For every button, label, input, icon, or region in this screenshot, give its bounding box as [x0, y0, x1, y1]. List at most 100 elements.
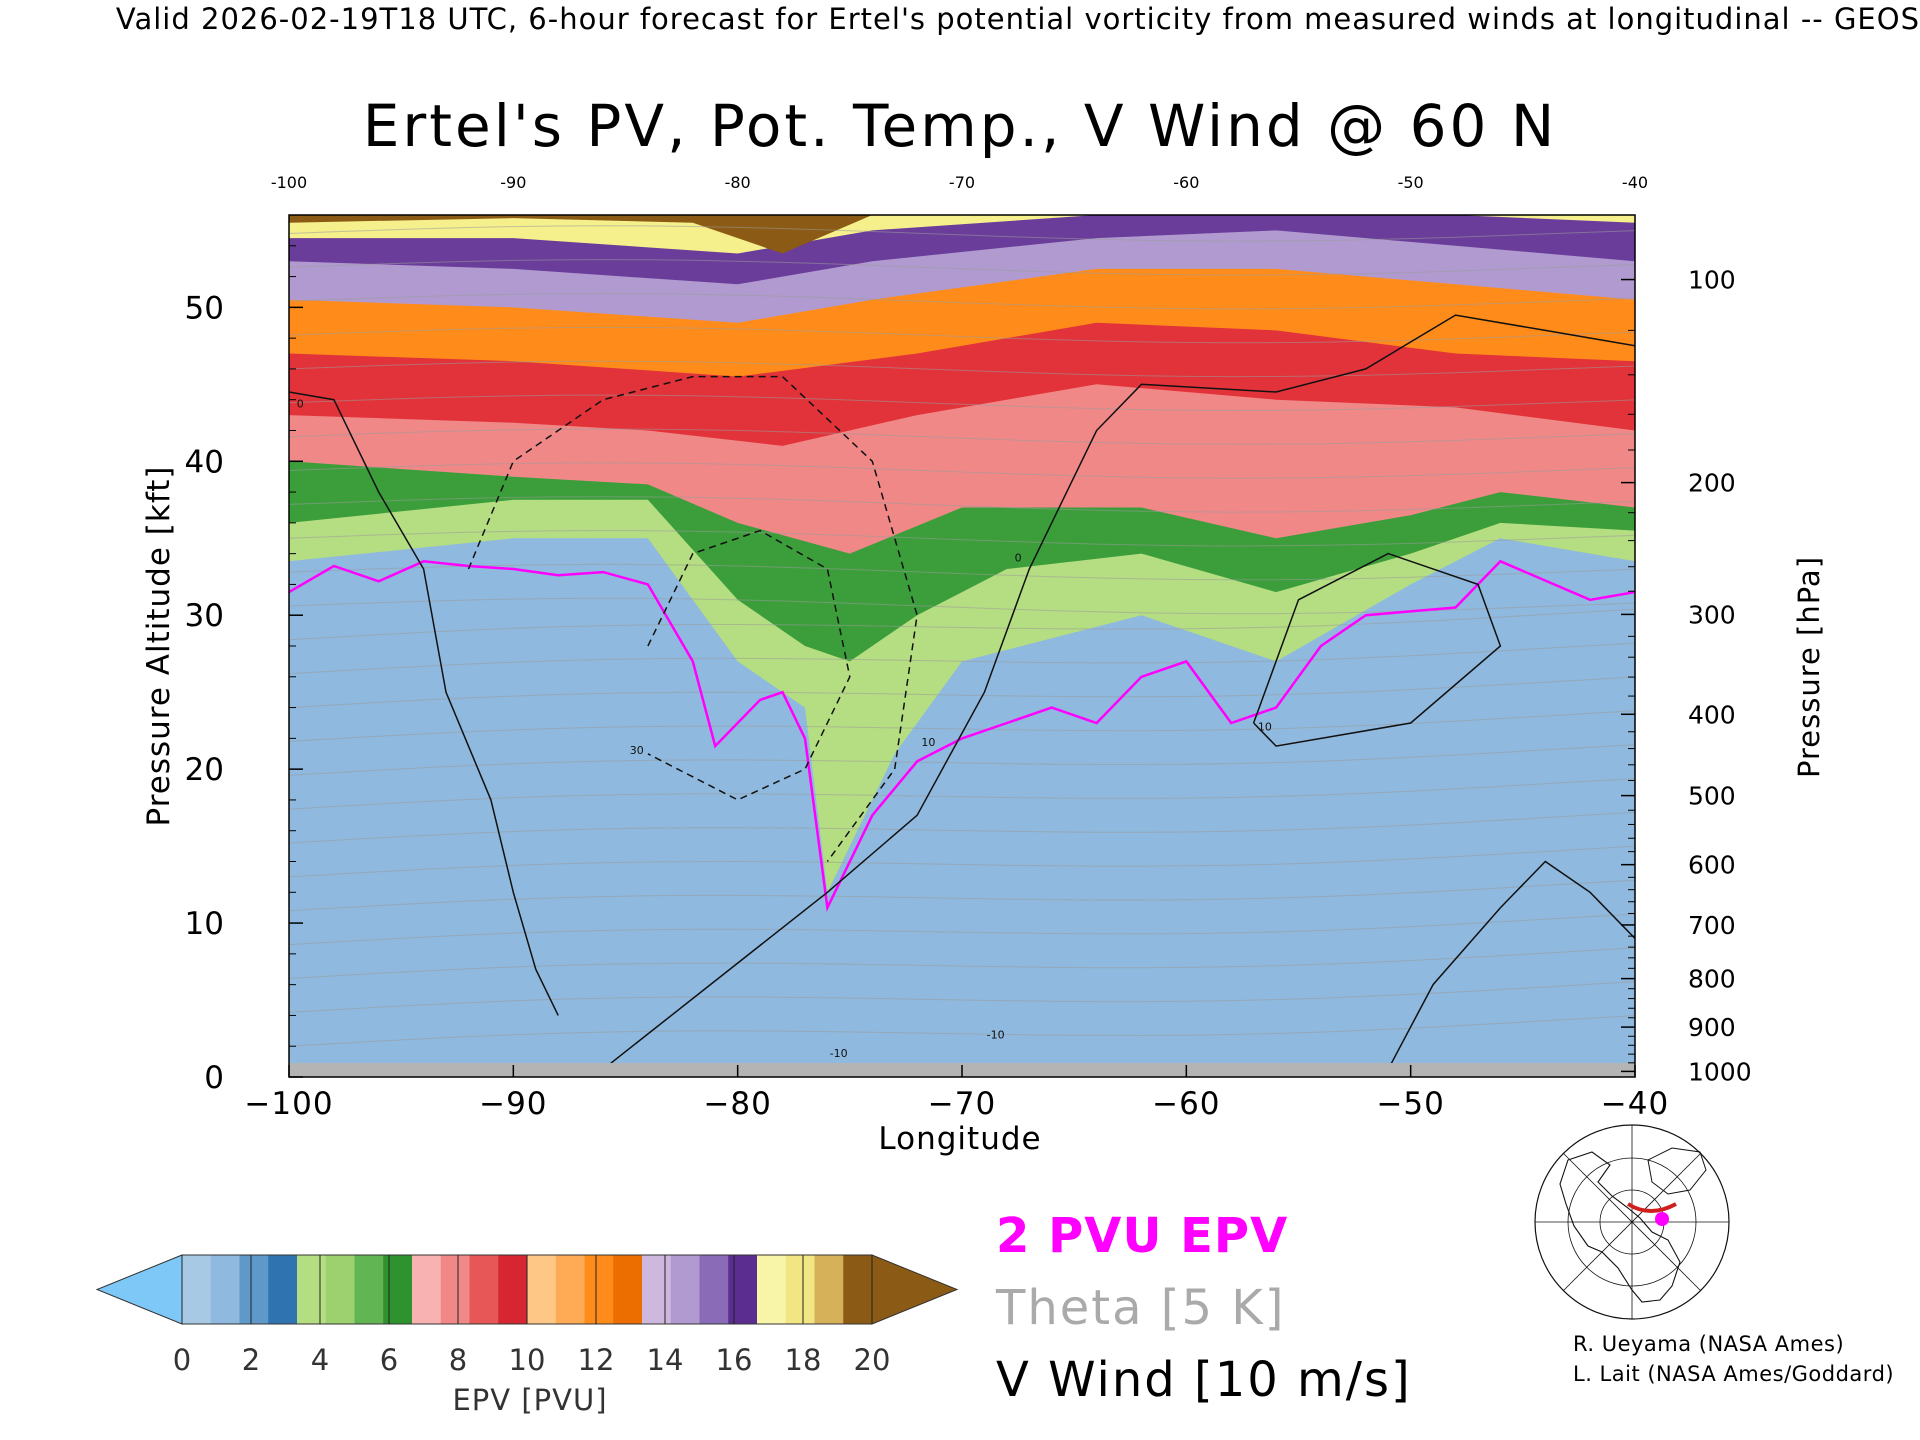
x-top-tick-label: -80 [725, 173, 751, 192]
x-tick-label: −50 [1376, 1086, 1444, 1122]
credit-line-2: L. Lait (NASA Ames/Goddard) [1573, 1362, 1895, 1386]
contour-label: 10 [1258, 721, 1272, 734]
pv-band-20 [289, 215, 1635, 254]
y-tick-label: 40 [185, 444, 224, 480]
colorbar-segment [843, 1255, 873, 1324]
chart-title: Ertel's PV, Pot. Temp., V Wind @ 60 N [362, 92, 1558, 160]
v-wind-contours [289, 314, 1635, 1070]
map-section-line [1626, 1202, 1677, 1213]
theta-line [289, 845, 1635, 878]
theta-line [289, 913, 1635, 946]
theta-line [289, 981, 1635, 1013]
x-top-tick-label: -100 [271, 173, 307, 192]
v-wind-contour-0 [602, 314, 1635, 1070]
pressure-tick-label: 600 [1688, 851, 1736, 880]
plot-area: 30 10 10 -10 -10 0 0 [289, 215, 1635, 1077]
theta-line [289, 496, 1635, 513]
colorbar-under-arrow [95, 1254, 183, 1325]
contour-labels: 30 10 10 -10 -10 0 0 [297, 397, 1272, 1060]
pressure-tick-label: 400 [1688, 700, 1736, 729]
x-tick-label: −90 [479, 1086, 547, 1122]
colorbar-segment [498, 1255, 528, 1324]
map-location-marker [1655, 1212, 1669, 1226]
colorbar-tick-label: 18 [785, 1343, 822, 1377]
legend-theta: Theta [5 K] [996, 1280, 1286, 1336]
pressure-tick-label: 1000 [1688, 1057, 1752, 1086]
theta-line [289, 259, 1635, 276]
theta-line [289, 462, 1635, 479]
colorbar-segment [814, 1255, 844, 1324]
colorbar-tick-label: 4 [311, 1343, 329, 1377]
colorbar-segment [210, 1255, 241, 1324]
x-tick-label: −60 [1152, 1086, 1220, 1122]
legend-v-wind: V Wind [10 m/s] [996, 1352, 1412, 1408]
contour-label: 0 [1015, 551, 1022, 564]
theta-line [289, 778, 1635, 810]
x-top-tick-label: -70 [949, 173, 975, 192]
colorbar-tick-label: 2 [242, 1343, 260, 1377]
x-top-tick-label: -50 [1398, 173, 1424, 192]
x-tick-label: −100 [244, 1086, 333, 1122]
theta-line [289, 563, 1635, 581]
y-tick-label: 10 [185, 906, 224, 942]
colorbar: 0 2 4 6 8 10 12 14 16 18 20 [95, 1254, 959, 1377]
axes: −100-100−90-90−80-80−70-70−60-60−50-50−4… [185, 173, 1752, 1122]
v-wind-contour-10 [1252, 552, 1502, 747]
contour-label: -10 [830, 1047, 848, 1060]
credit-line-1: R. Ueyama (NASA Ames) [1573, 1332, 1845, 1356]
map-greenland-coast [1647, 1147, 1707, 1195]
pressure-tick-label: 800 [1688, 965, 1736, 994]
y-tick-label: 20 [185, 752, 224, 788]
pressure-axis-label: Pressure [hPa] [1792, 556, 1826, 778]
y-axis-label: Pressure Altitude [kft] [141, 466, 177, 827]
v-wind-contour-10 [467, 375, 918, 862]
colorbar-segment [527, 1255, 557, 1324]
colorbar-segment [440, 1255, 471, 1324]
header-text: Valid 2026-02-19T18 UTC, 6-hour forecast… [115, 2, 1920, 36]
colorbar-segment [239, 1255, 269, 1324]
pressure-tick-label: 900 [1688, 1013, 1736, 1042]
theta-line [289, 360, 1635, 378]
colorbar-segment [555, 1255, 586, 1324]
theta-line [289, 676, 1635, 709]
colorbar-segment [613, 1255, 643, 1324]
colorbar-label: EPV [PVU] [452, 1383, 607, 1417]
colorbar-tick-label: 12 [578, 1343, 615, 1377]
contour-label: -10 [987, 1029, 1005, 1042]
theta-line [289, 394, 1635, 412]
v-wind-contour-0 [1387, 860, 1635, 1070]
inset-locator-map [1534, 1124, 1730, 1320]
colorbar-tick-label: 10 [509, 1343, 546, 1377]
contour-label: 10 [921, 736, 935, 749]
x-axis-label: Longitude [878, 1121, 1041, 1157]
map-meridian [1562, 1152, 1702, 1292]
theta-line [289, 811, 1635, 844]
colorbar-segment [785, 1255, 816, 1324]
colorbar-tick-label: 8 [449, 1343, 467, 1377]
colorbar-segment [469, 1255, 499, 1324]
x-tick-label: −40 [1601, 1086, 1669, 1122]
colorbar-segment [182, 1255, 212, 1324]
x-top-tick-label: -40 [1622, 173, 1648, 192]
x-tick-label: −80 [703, 1086, 771, 1122]
colorbar-segment [383, 1255, 413, 1324]
theta-line [289, 326, 1635, 344]
legend-2pvu-epv: 2 PVU EPV [996, 1208, 1289, 1264]
colorbar-segment [728, 1255, 758, 1324]
colorbar-segment [412, 1255, 442, 1324]
colorbar-segment [354, 1255, 384, 1324]
colorbar-tick-label: 0 [173, 1343, 191, 1377]
tropopause-group [289, 559, 1635, 912]
theta-line [289, 292, 1635, 310]
theta-line [289, 225, 1635, 242]
colorbar-segment [757, 1255, 787, 1324]
contour-label: 0 [297, 397, 304, 410]
theta-isentropes [289, 225, 1635, 1047]
theta-line [289, 530, 1635, 547]
v-wind-contour-30 [647, 529, 851, 801]
y-tick-label: 30 [185, 598, 224, 634]
colorbar-over-arrow [871, 1254, 959, 1325]
colorbar-segment [670, 1255, 701, 1324]
x-tick-label: −70 [928, 1086, 996, 1122]
